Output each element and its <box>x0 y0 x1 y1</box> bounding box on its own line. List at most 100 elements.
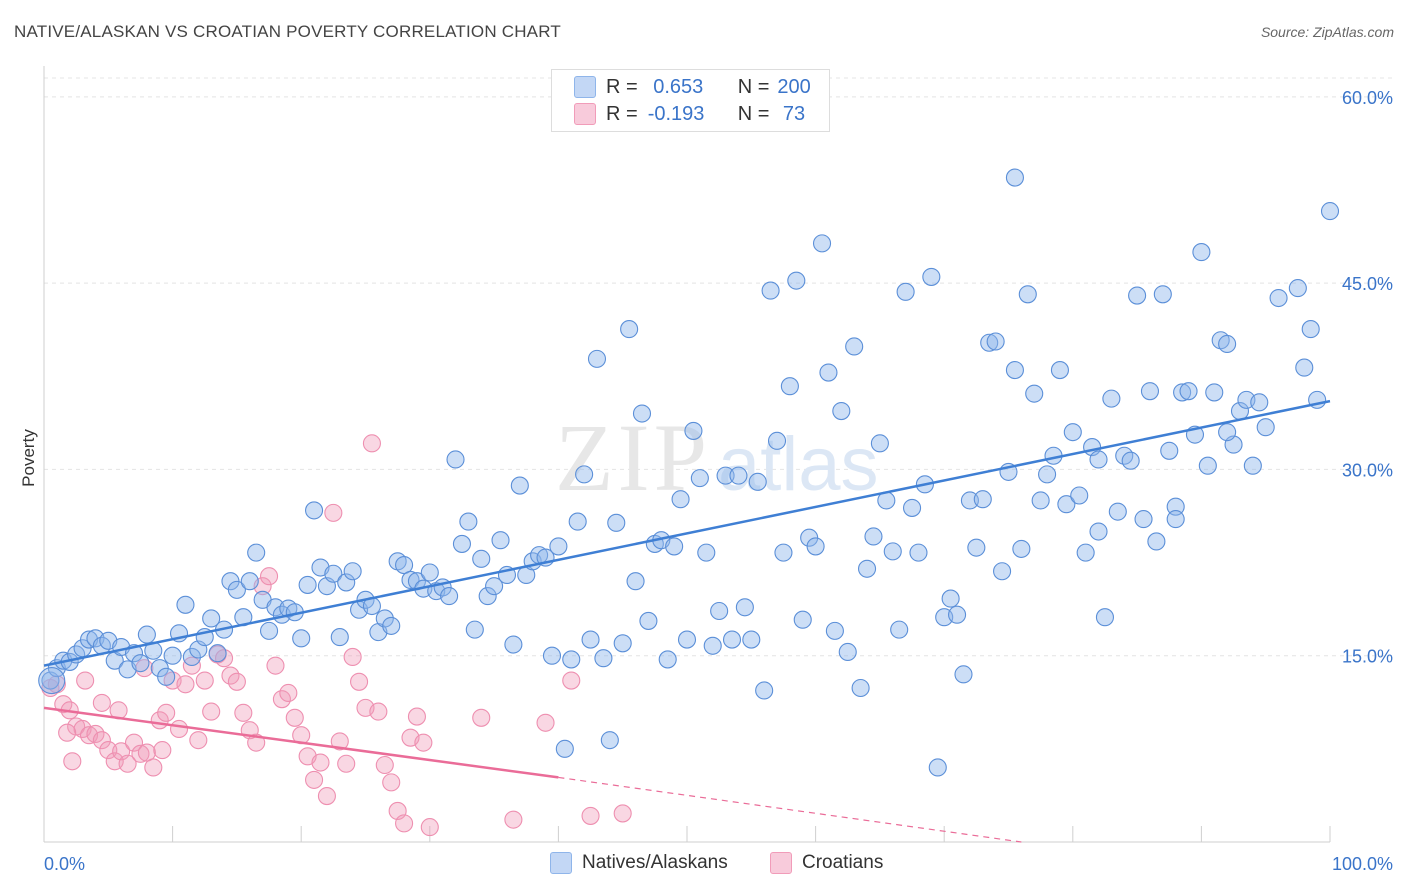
croatians-point <box>375 755 394 775</box>
croatians-point <box>227 672 246 691</box>
natives-point <box>491 531 510 550</box>
natives-point <box>780 377 799 396</box>
natives-point <box>600 731 619 750</box>
natives-point <box>1102 389 1121 408</box>
natives-point <box>259 621 279 640</box>
croatians-point <box>189 731 208 750</box>
natives-point <box>928 758 947 777</box>
croatians-point <box>562 671 581 690</box>
chart-title: NATIVE/ALASKAN VS CROATIAN POVERTY CORRE… <box>14 22 561 41</box>
natives-point <box>1076 543 1095 562</box>
natives-point <box>555 739 574 758</box>
natives-point <box>1256 418 1275 437</box>
croatians-point <box>266 656 285 675</box>
croatians-point <box>202 702 221 721</box>
natives-point <box>787 271 806 290</box>
croatians-point <box>153 741 172 760</box>
natives-point <box>504 635 523 654</box>
croatians-point <box>362 434 381 453</box>
natives-point <box>671 490 690 509</box>
natives-point <box>1050 361 1069 380</box>
croatians-point <box>305 770 324 789</box>
natives-point <box>1063 423 1082 442</box>
natives-point <box>1198 456 1217 475</box>
croatians-point <box>279 683 298 703</box>
croatians-point <box>195 671 214 690</box>
legend-row-croatians: R = -0.193 N = 73 <box>574 102 805 126</box>
legend-row-natives: R = 0.653 N = 200 <box>574 75 811 99</box>
natives-point <box>337 573 356 592</box>
natives-point <box>1295 358 1314 377</box>
natives-point <box>896 282 915 301</box>
croatians-point <box>137 743 156 762</box>
natives-point <box>510 476 529 495</box>
croatians-point <box>414 733 433 752</box>
natives-point <box>440 587 459 606</box>
natives-point <box>240 572 259 591</box>
natives-point <box>1108 502 1127 521</box>
natives-point <box>980 333 999 352</box>
bottom-legend-natives: Natives/Alaskans <box>550 852 728 874</box>
natives-point <box>973 490 992 509</box>
natives-point <box>639 611 658 630</box>
natives-point <box>909 543 928 562</box>
croatians-point <box>581 806 600 825</box>
grid-lines <box>44 77 1395 657</box>
natives-point <box>632 404 652 423</box>
croatians-point <box>395 814 414 833</box>
natives-point <box>575 465 594 484</box>
natives-point <box>292 629 311 648</box>
legend-r-label: R = <box>606 75 638 98</box>
croatians-point <box>131 744 150 763</box>
croatians-point <box>343 647 362 667</box>
natives-point <box>677 630 697 649</box>
natives-point <box>703 636 722 655</box>
bottom-legend-swatch-natives <box>550 852 572 874</box>
natives-point <box>137 625 156 644</box>
natives-point <box>1218 334 1237 354</box>
natives-point <box>343 562 362 581</box>
natives-point <box>1025 384 1044 403</box>
natives-point <box>382 616 401 635</box>
croatians-point <box>330 732 349 751</box>
legend-n-label: N = <box>737 102 770 125</box>
natives-point <box>1057 495 1076 514</box>
natives-point <box>1089 450 1108 469</box>
natives-point <box>587 349 607 368</box>
natives-point <box>832 401 851 421</box>
source-label: Source: ZipAtlas.com <box>1260 24 1394 40</box>
natives-point <box>1320 202 1340 221</box>
natives-point <box>793 610 812 629</box>
natives-point <box>1140 382 1160 401</box>
natives-point <box>857 559 877 578</box>
natives-point <box>446 450 465 469</box>
natives-point <box>742 630 761 649</box>
natives-point <box>767 431 787 450</box>
croatians-trend-line <box>43 706 559 779</box>
natives-point <box>1160 441 1179 460</box>
natives-point <box>851 678 870 698</box>
natives-point <box>1005 361 1024 380</box>
legend-r-value: -0.193 <box>647 102 705 125</box>
croatians-point <box>407 707 426 726</box>
legend-swatch-croatians <box>574 103 596 125</box>
natives-point <box>883 542 902 561</box>
croatians-point <box>472 708 491 727</box>
croatians-point <box>144 758 163 777</box>
natives-point <box>690 469 709 488</box>
croatians-point <box>92 731 111 750</box>
correlation-legend: R = 0.653 N = 200 R = -0.193 N = 73 <box>551 69 830 132</box>
bottom-legend-label-natives: Natives/Alaskans <box>582 852 728 873</box>
natives-point <box>870 434 889 453</box>
natives-point <box>986 332 1005 351</box>
croatians-point <box>504 810 523 829</box>
croatians-point <box>285 708 304 727</box>
natives-point <box>845 337 864 356</box>
natives-point <box>755 681 774 700</box>
bottom-legend-label-croatians: Croatians <box>802 852 884 873</box>
natives-point <box>1121 451 1140 470</box>
natives-point <box>960 491 979 510</box>
natives-point <box>1089 522 1108 541</box>
natives-point <box>305 501 324 520</box>
